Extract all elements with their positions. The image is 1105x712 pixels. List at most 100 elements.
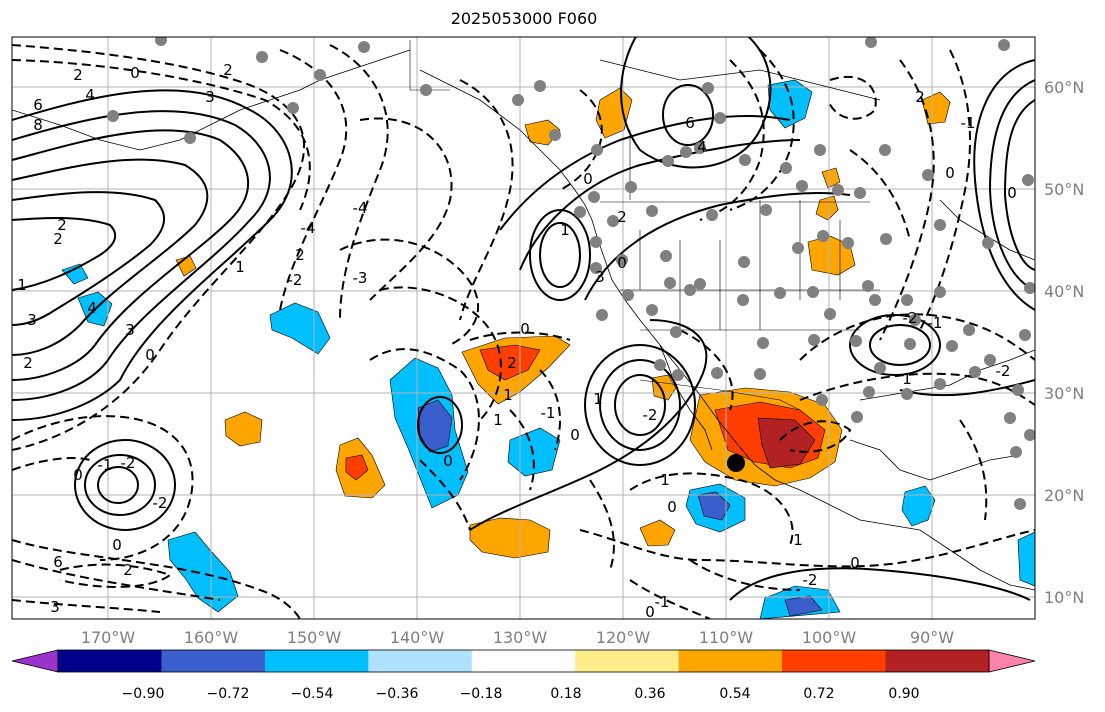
contour-label: -2	[153, 494, 168, 512]
colorbar-segment	[264, 650, 369, 672]
contour-label: 2	[123, 561, 133, 579]
colorbar-tick-label: 0.54	[719, 686, 750, 702]
colorbar-segment	[11, 649, 59, 673]
contour-label: 0	[645, 603, 655, 621]
contour-label: 6	[33, 96, 43, 114]
contour-label: -2	[996, 362, 1011, 380]
colorbar-segment	[58, 650, 162, 672]
contour-label: -1	[98, 456, 113, 474]
lat-label: 60°N	[1044, 78, 1084, 97]
contour-label: 4	[697, 138, 707, 156]
contour-label: 1	[503, 386, 513, 404]
longitude-labels: 170°W 160°W 150°W 140°W 130°W 120°W 110°…	[81, 628, 954, 647]
contour-label: 0	[667, 498, 677, 516]
colorbar-ticks: −0.90 −0.72 −0.54 −0.36 −0.18 0.18 0.36 …	[122, 686, 920, 702]
colorbar-tick-label: −0.18	[460, 686, 503, 702]
colorbar-segment	[678, 650, 783, 672]
lon-label: 110°W	[699, 628, 754, 647]
colorbar-tick-label: 0.18	[550, 686, 581, 702]
contour-label: -1	[655, 593, 670, 611]
colorbar-tick-label: −0.72	[207, 686, 250, 702]
contour-label: 4	[87, 299, 97, 317]
contour-label: 2	[617, 208, 627, 226]
contour-label: 2	[295, 246, 305, 264]
map-title: 2025053000 F060	[450, 9, 598, 28]
contour-label: 0	[850, 554, 860, 572]
contour-label: 8	[33, 116, 43, 134]
contour-label: 0	[130, 64, 140, 82]
contour-label: 3	[50, 598, 60, 616]
colorbar-segment	[368, 650, 473, 672]
lat-label: 20°N	[1044, 486, 1084, 505]
lon-label: 160°W	[184, 628, 239, 647]
contour-label: -1	[961, 114, 976, 132]
contour-label: 1	[235, 258, 245, 276]
lat-label: 50°N	[1044, 180, 1084, 199]
colorbar-segment	[575, 650, 680, 672]
contour-label: -1	[541, 404, 556, 422]
contour-label: 2	[73, 66, 83, 84]
colorbar	[11, 649, 1036, 673]
colorbar-segment	[161, 650, 266, 672]
contour-label: 3	[595, 268, 605, 286]
contour-label: -1	[928, 314, 943, 332]
contour-label: 1	[593, 390, 603, 408]
contour-label: -4	[301, 219, 316, 237]
contour-label: 1	[560, 221, 570, 239]
colorbar-tick-label: −0.90	[122, 686, 165, 702]
contour-label: 2	[57, 216, 67, 234]
contour-label: -2	[121, 454, 136, 472]
colorbar-tick-label: 0.72	[803, 686, 834, 702]
map-frame	[11, 36, 1036, 620]
colorbar-frame	[57, 649, 990, 673]
contour-label: 1	[17, 276, 27, 294]
contour-label: -4	[353, 199, 368, 217]
colorbar-segment	[471, 650, 576, 672]
contour-label: 0	[945, 164, 955, 182]
contour-label: 0	[443, 452, 453, 470]
contour-label: 0	[145, 346, 155, 364]
contour-labels: 02468221343230212-4-2-4-30211036421001-2…	[17, 61, 1017, 621]
station-markers	[107, 37, 1035, 510]
contour-label: -2	[643, 406, 658, 424]
contour-label: 6	[685, 114, 695, 132]
contour-label: 2	[53, 230, 63, 248]
contour-label: 2	[223, 61, 233, 79]
lon-label: 130°W	[493, 628, 548, 647]
contour-label: 2	[915, 88, 925, 106]
contour-label: 0	[1007, 184, 1017, 202]
lat-label: 10°N	[1044, 588, 1084, 607]
contour-label: 0	[617, 254, 627, 272]
colorbar-segment	[885, 650, 990, 672]
map-panel: 02468221343230212-4-2-4-30211036421001-2…	[12, 37, 1035, 621]
contour-label: 0	[570, 426, 580, 444]
contour-label: 3	[27, 311, 37, 329]
lat-label: 40°N	[1044, 282, 1084, 301]
contour-label: 0	[583, 170, 593, 188]
contour-label: 1	[902, 370, 912, 388]
latitude-labels: 60°N 50°N 40°N 30°N 20°N 10°N	[1044, 78, 1084, 607]
contour-label: 1	[793, 531, 803, 549]
lon-label: 90°W	[910, 628, 954, 647]
colorbar-tick-label: 0.90	[888, 686, 919, 702]
colorbar-segment	[988, 649, 1036, 673]
contour-label: 6	[53, 553, 63, 571]
contour-label: 0	[73, 466, 83, 484]
lon-label: 170°W	[81, 628, 136, 647]
contour-label: 2	[507, 354, 517, 372]
contour-label: 2	[23, 354, 33, 372]
contour-label: 3	[125, 321, 135, 339]
colorbar-segment	[782, 650, 887, 672]
contour-label: 0	[520, 320, 530, 338]
contour-label: -2	[903, 309, 918, 327]
contour-label: 3	[205, 88, 215, 106]
contour-label: 1	[493, 411, 503, 429]
location-marker-dot	[727, 454, 745, 472]
contour-label: -2	[288, 271, 303, 289]
colorbar-tick-label: −0.54	[291, 686, 334, 702]
contour-label: 1	[660, 471, 670, 489]
contour-label: 4	[85, 86, 95, 104]
colorbar-tick-label: 0.36	[634, 686, 665, 702]
contour-label: -3	[353, 269, 368, 287]
